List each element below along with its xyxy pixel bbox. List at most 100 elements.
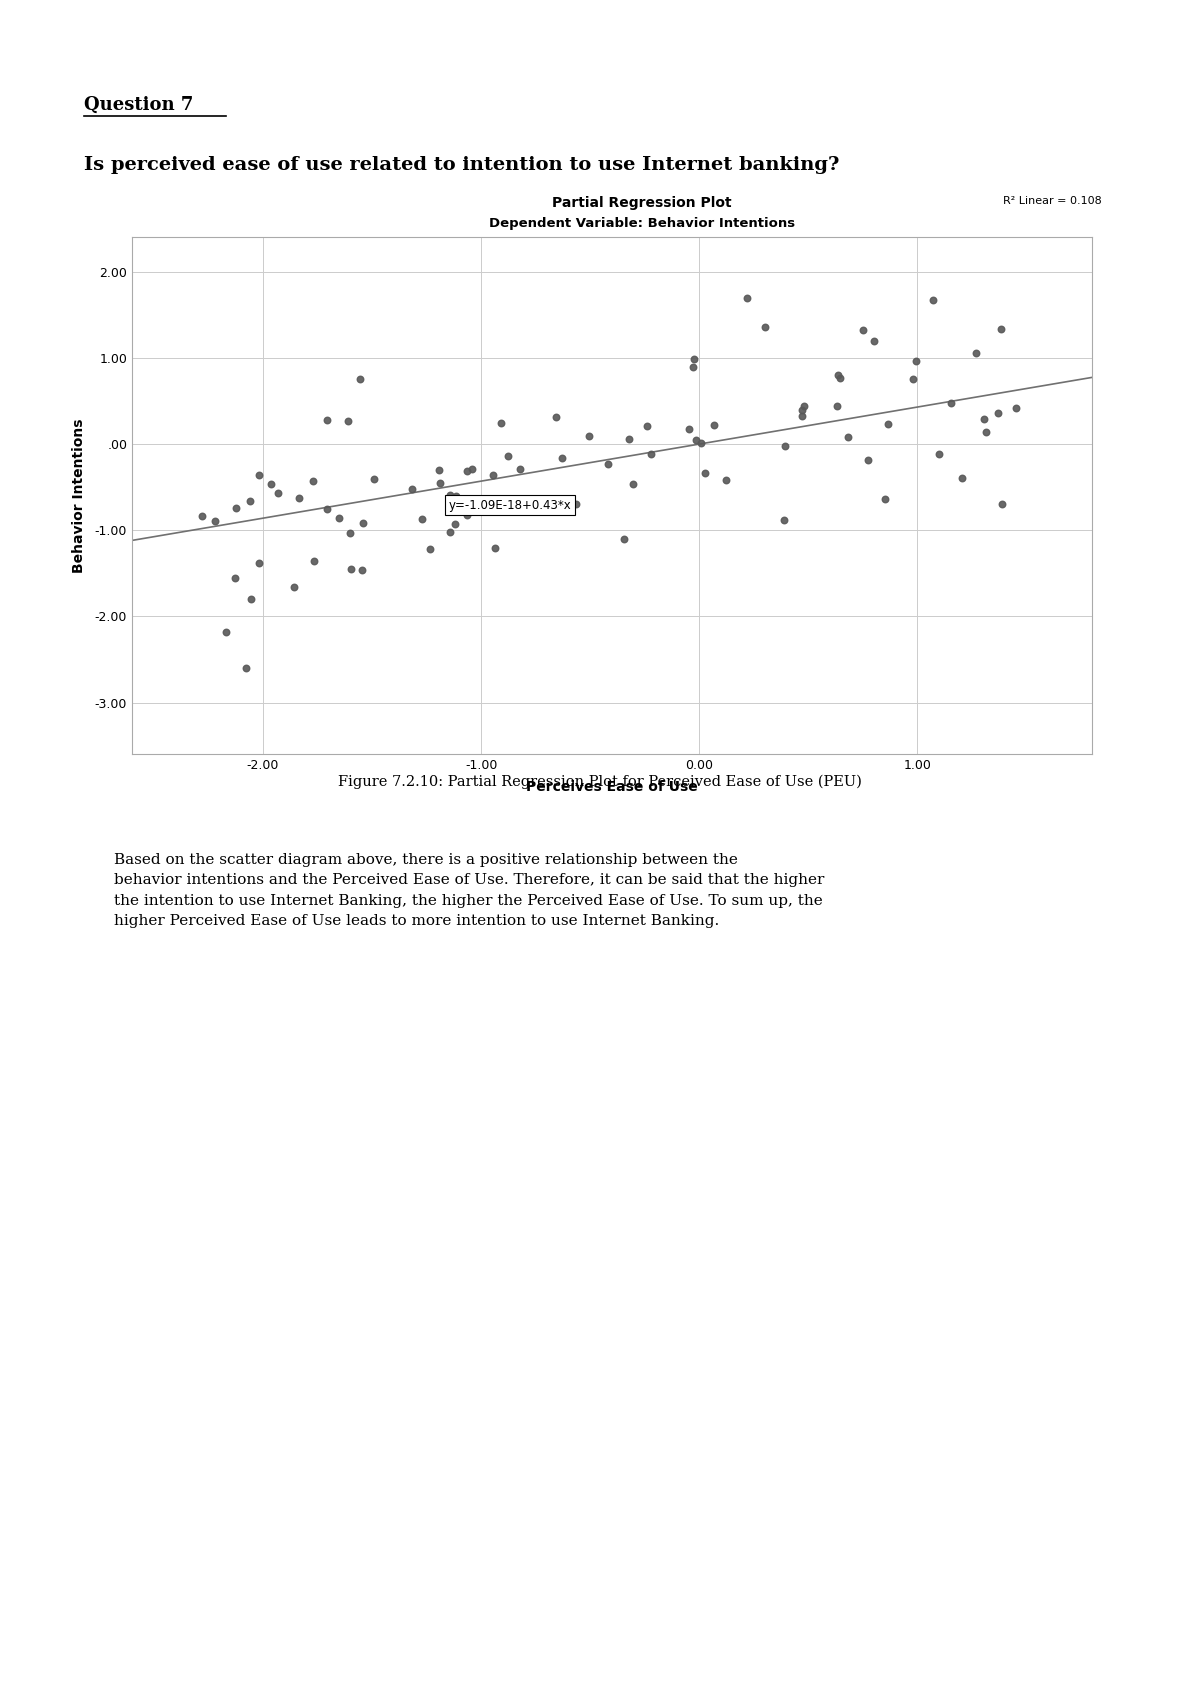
Point [284,573,304,600]
Point [241,586,260,614]
Y-axis label: Behavior Intentions: Behavior Intentions [72,419,86,573]
Point [227,495,246,522]
Text: Partial Regression Plot: Partial Regression Plot [552,197,732,210]
Text: Figure 7.2.10: Partial Regression Plot for Perceived Ease of Use (PEU): Figure 7.2.10: Partial Regression Plot f… [338,775,862,788]
Point [991,315,1010,342]
Point [269,480,288,507]
Point [250,461,269,488]
Point [546,403,565,431]
Point [317,495,336,522]
Point [262,471,281,498]
Point [637,414,656,441]
Point [510,456,529,483]
Point [440,519,460,546]
Point [216,619,235,646]
Point [304,468,323,495]
Point [192,502,211,529]
Point [827,393,846,420]
Point [858,447,877,475]
Point [641,441,660,468]
Point [498,442,517,470]
Point [930,441,949,468]
Point [340,519,359,546]
Point [240,488,259,515]
Point [989,398,1008,425]
Point [484,461,503,488]
Point [353,556,372,583]
Point [364,466,383,493]
Point [793,397,812,424]
Point [976,419,995,446]
Point [553,444,572,471]
Point [878,410,898,437]
Point [704,412,724,439]
Point [485,534,504,561]
Point [864,327,883,354]
Point [354,510,373,537]
Point [967,339,986,366]
Point [205,508,224,536]
Point [250,549,269,576]
Point [329,505,348,532]
Point [457,458,476,485]
Point [755,314,774,341]
Text: R² Linear = 0.108: R² Linear = 0.108 [1003,197,1102,207]
Point [440,481,460,508]
Point [686,425,706,453]
Point [974,405,994,432]
Point [445,510,464,537]
Point [828,361,847,388]
X-axis label: Perceives Ease of Use: Perceives Ease of Use [526,780,698,795]
Point [446,483,466,510]
Point [462,456,481,483]
Point [236,654,256,681]
Point [580,422,599,449]
Point [695,459,714,486]
Point [599,451,618,478]
Text: y=-1.09E-18+0.43*x: y=-1.09E-18+0.43*x [449,498,571,512]
Point [421,536,440,563]
Point [792,403,811,431]
Point [619,425,638,453]
Point [904,364,923,392]
Text: Question 7: Question 7 [84,97,193,114]
Point [226,564,245,592]
Point [1006,395,1025,422]
Point [875,486,894,514]
Point [492,410,511,437]
Point [794,393,814,420]
Point [716,466,736,493]
Point [952,464,971,492]
Point [684,346,703,373]
Point [992,490,1012,517]
Point [906,347,925,375]
Point [305,547,324,575]
Point [430,456,449,483]
Point [341,556,360,583]
Point [774,507,793,534]
Point [289,485,308,512]
Point [430,470,449,497]
Point [623,470,642,497]
Point [679,415,698,442]
Point [839,424,858,451]
Point [350,366,370,393]
Point [413,505,432,532]
Point [338,407,358,434]
Point [924,286,943,314]
Point [691,431,710,458]
Point [737,285,756,312]
Point [853,315,872,342]
Point [684,353,703,380]
Point [566,492,586,519]
Text: Based on the scatter diagram above, there is a positive relationship between the: Based on the scatter diagram above, ther… [114,853,824,929]
Point [942,390,961,417]
Text: Is perceived ease of use related to intention to use Internet banking?: Is perceived ease of use related to inte… [84,156,839,173]
Text: Dependent Variable: Behavior Intentions: Dependent Variable: Behavior Intentions [488,217,796,231]
Point [317,407,336,434]
Point [830,364,850,392]
Point [402,476,421,503]
Point [775,432,794,459]
Point [614,525,634,553]
Point [457,502,476,529]
